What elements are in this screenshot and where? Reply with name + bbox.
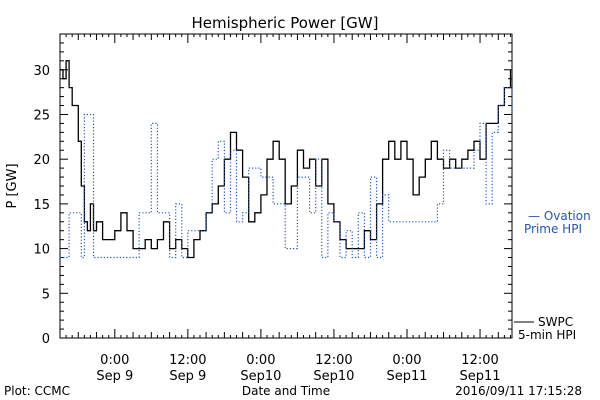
x-tick-label-time: 0:00 (392, 353, 421, 368)
x-tick-label-date: Sep11 (460, 369, 501, 384)
legend-swpc-line1: SWPC (538, 315, 573, 329)
series-swpc-line (60, 60, 512, 259)
x-axis-label: Date and Time (242, 384, 330, 398)
x-tick-label-date: Sep10 (313, 369, 354, 384)
footer-timestamp: 2016/09/11 17:15:28 (455, 384, 582, 398)
x-tick-label-time: 12:00 (461, 353, 498, 368)
chart-title: Hemispheric Power [GW] (192, 14, 379, 32)
legend-ovation: — Ovation Prime HPI (524, 209, 591, 236)
y-tick-label: 0 (42, 332, 50, 347)
y-tick-label: 20 (33, 153, 50, 168)
plot-frame (59, 33, 513, 339)
x-tick-label-date: Sep 9 (169, 369, 206, 384)
x-tick-label-time: 12:00 (169, 353, 206, 368)
x-tick-label-time: 0:00 (100, 353, 129, 368)
y-tick-label: 5 (42, 287, 50, 302)
x-tick-label-date: Sep10 (240, 369, 281, 384)
y-axis-label: P [GW] (5, 163, 20, 208)
legend-ovation-line1: — Ovation (528, 209, 591, 223)
y-tick-label: 10 (33, 243, 50, 258)
y-tick-label: 25 (33, 108, 50, 123)
x-tick-label-date: Sep11 (386, 369, 427, 384)
legend-ovation-line2: Prime HPI (524, 222, 582, 236)
legend-swpc-line2: 5-min HPI (518, 328, 576, 342)
x-tick-label-date: Sep 9 (96, 369, 133, 384)
x-tick-label-time: 12:00 (315, 353, 352, 368)
legend-swpc: SWPC 5-min HPI (514, 315, 576, 342)
x-tick-label-time: 0:00 (246, 353, 275, 368)
series-ovation-line (60, 87, 513, 259)
y-tick-label: 15 (33, 198, 50, 213)
y-tick-label: 30 (33, 64, 50, 79)
series-layer (60, 60, 513, 259)
y-axis: 0 5 10 15 20 25 30 (33, 33, 512, 347)
footer-plot-credit: Plot: CCMC (4, 384, 70, 398)
